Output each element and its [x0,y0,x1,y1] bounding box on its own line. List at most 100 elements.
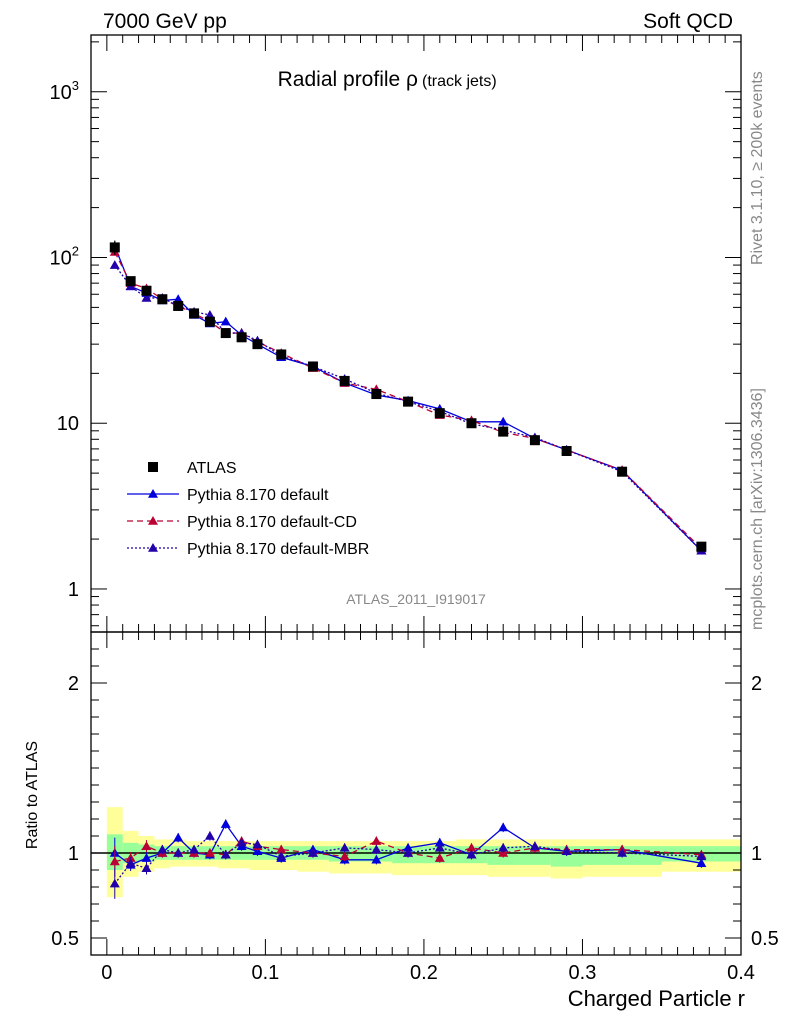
ratio-series-point [252,839,263,849]
ratio-y-tick-label: 1 [68,843,79,865]
data-point [434,408,445,419]
data-point [466,418,477,429]
ratio-series-point [276,851,287,861]
ratio-series-point [696,851,707,861]
ratio-series-point [403,842,414,852]
main-subtitle: (track jets) [422,73,497,90]
uncertainty-band-inner [519,846,551,865]
ratio-series-line [114,822,702,866]
rivet-label: Rivet 3.1.10, ≥ 200k events [749,71,766,265]
legend-marker [148,489,158,498]
data-point [498,426,509,437]
data-point [696,541,707,552]
x-tick-label: 0 [101,962,112,984]
ratio-series-point [339,842,350,852]
data-point [141,285,152,296]
data-point [307,361,318,372]
ratio-series-point [173,848,184,857]
analysis-label: ATLAS_2011_I919017 [346,591,486,607]
ratio-series-point [434,842,445,852]
data-point [220,328,231,339]
ratio-series-point [466,849,477,859]
series-point [173,294,184,303]
ratio-series-point [141,841,152,850]
legend-label: ATLAS [187,460,237,477]
ratio-series-point [529,841,540,850]
ratio-series-point [204,831,215,840]
ratio-series-point [371,854,382,864]
y-tick-label: 103 [50,78,79,104]
data-point [617,466,628,477]
ratio-series-point [141,863,152,873]
ratio-series-point [204,848,215,857]
ratio-series-point [109,878,120,888]
data-point [276,349,287,360]
ratio-series-point [220,819,231,828]
ratio-series-point [371,836,382,845]
ratio-y-tick-label: 2 [68,673,79,695]
data-point [125,276,136,287]
legend-marker [148,516,158,525]
ratio-series-point [189,844,200,854]
data-point [339,375,350,386]
ratio-y-tick-label-right: 2 [751,673,762,695]
series-line [114,264,702,552]
data-point [236,332,247,343]
y-tick-label: 102 [50,243,79,269]
legend: ATLAS Pythia 8.170 default Pythia 8.170 de… [127,460,369,558]
ratio-series-point [498,822,509,832]
x-tick-label: 0.2 [410,962,438,984]
y-tick-label: 1 [68,579,79,601]
ratio-series-point [307,848,318,857]
legend-label: Pythia 8.170 default-CD [187,514,357,531]
data-point [157,294,168,305]
x-axis-label: Charged Particle r [568,986,745,1011]
ratio-series-point [561,846,572,856]
series-line [114,245,702,552]
header-left: 7000 GeV pp [103,10,227,33]
data-point [204,316,215,327]
legend-label: Pythia 8.170 default [187,487,329,504]
ratio-y-tick-label: 0.5 [51,928,79,950]
series-point [220,316,231,326]
y-tick-label: 10 [57,413,79,435]
legend-label: Pythia 8.170 default-MBR [187,541,369,558]
legend-marker [148,543,158,552]
data-point [403,396,414,407]
series-point [109,260,120,269]
ratio-series-point [125,858,136,867]
series-point [141,292,152,302]
ratio-series-point [236,837,247,847]
ratio-frame [90,631,742,956]
ratio-y-tick-label-right: 1 [751,843,762,865]
ratio-series-point [109,856,120,866]
ratio-ylabel: Ratio to ATLAS [24,741,41,849]
data-point [189,308,200,319]
x-tick-label: 0.3 [569,962,597,984]
ratio-series-point [498,842,509,852]
ratio-series-point [434,837,445,847]
data-point [109,242,120,253]
ratio-series-point [466,842,477,852]
ratio-series-line [114,840,702,863]
ratio-series-point [141,853,152,862]
series-line [114,251,702,550]
x-tick-label: 0.4 [727,962,755,984]
data-point [371,389,382,400]
ratio-series-point [371,844,382,854]
ratio-series-point [339,851,350,861]
ratio-series-point [403,848,414,857]
data-point [529,435,540,446]
ratio-series-point [434,853,445,862]
ratio-series-point [696,858,707,867]
data-point [173,300,184,311]
ratio-series-point [173,832,184,842]
series-point [204,309,215,319]
ratio-series-point [157,844,168,854]
ratio-series-point [220,849,231,859]
data-point [252,339,263,350]
ratio-series-point [617,848,628,857]
header-right: Soft QCD [643,10,733,33]
